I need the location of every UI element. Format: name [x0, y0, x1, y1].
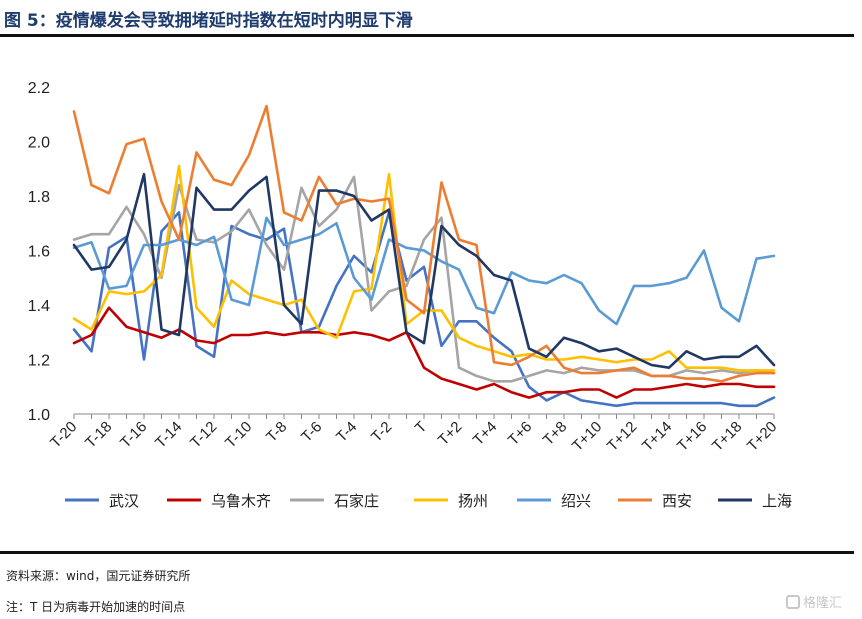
legend-label: 石家庄 — [334, 492, 379, 510]
series-line-西安 — [72, 104, 776, 383]
x-tick-label: T+8 — [540, 418, 571, 449]
x-tick-label: T-20 — [47, 418, 80, 451]
x-tick-label: T+12 — [604, 418, 640, 454]
figure-title: 图 5：疫情爆发会导致拥堵延时指数在短时内明显下滑 — [4, 11, 413, 31]
watermark: 格隆汇 — [786, 592, 842, 611]
x-tick-label: T-8 — [263, 418, 290, 445]
watermark-text: 格隆汇 — [803, 596, 843, 611]
series-line-上海 — [72, 172, 776, 370]
series-line-武汉 — [72, 211, 776, 408]
x-tick-label: T+20 — [744, 418, 780, 454]
y-tick-label: 1.0 — [28, 407, 50, 424]
legend-label: 西安 — [662, 492, 692, 510]
y-tick-label: 1.4 — [28, 298, 50, 315]
x-tick-label: T+6 — [505, 418, 536, 449]
x-tick-label: T-2 — [368, 418, 395, 445]
legend-label: 上海 — [762, 492, 792, 510]
legend-label: 武汉 — [109, 492, 139, 510]
series-line-乌鲁木齐 — [72, 306, 776, 399]
y-tick-label: 1.6 — [28, 244, 50, 261]
y-tick-label: 1.2 — [28, 353, 50, 370]
top-rule — [0, 34, 854, 37]
footnote: 注：T 日为病毒开始加速的时间点 — [6, 600, 186, 614]
watermark-logo-icon — [786, 594, 800, 609]
x-tick-label: T+14 — [639, 418, 675, 454]
x-tick-label: T-14 — [152, 418, 185, 451]
x-tick-label: T+18 — [709, 418, 745, 454]
x-tick-label: T — [412, 418, 431, 437]
x-tick-label: T+4 — [470, 418, 501, 449]
x-tick-label: T+16 — [674, 418, 710, 454]
x-tick-label: T-6 — [298, 418, 325, 445]
x-tick-label: T+2 — [435, 418, 466, 449]
line-chart: 1.01.21.41.61.82.02.2T-20 T-18 T-16 T-14 T-1… — [28, 80, 792, 510]
x-tick-label: T-10 — [222, 418, 255, 451]
x-tick-label: T-16 — [117, 418, 150, 451]
y-tick-label: 2.0 — [28, 135, 50, 152]
source-note: 资料来源：wind，国元证券研究所 — [6, 569, 191, 583]
y-tick-label: 2.2 — [28, 80, 50, 97]
x-tick-label: T-4 — [333, 418, 360, 445]
x-tick-label: T-18 — [82, 418, 115, 451]
legend-label: 绍兴 — [561, 492, 591, 510]
bottom-rule — [0, 551, 854, 554]
x-tick-label: T+10 — [569, 418, 605, 454]
y-tick-label: 1.8 — [28, 189, 50, 206]
legend-label: 扬州 — [458, 492, 488, 510]
x-tick-label: T-12 — [187, 418, 220, 451]
legend-label: 乌鲁木齐 — [211, 492, 271, 510]
